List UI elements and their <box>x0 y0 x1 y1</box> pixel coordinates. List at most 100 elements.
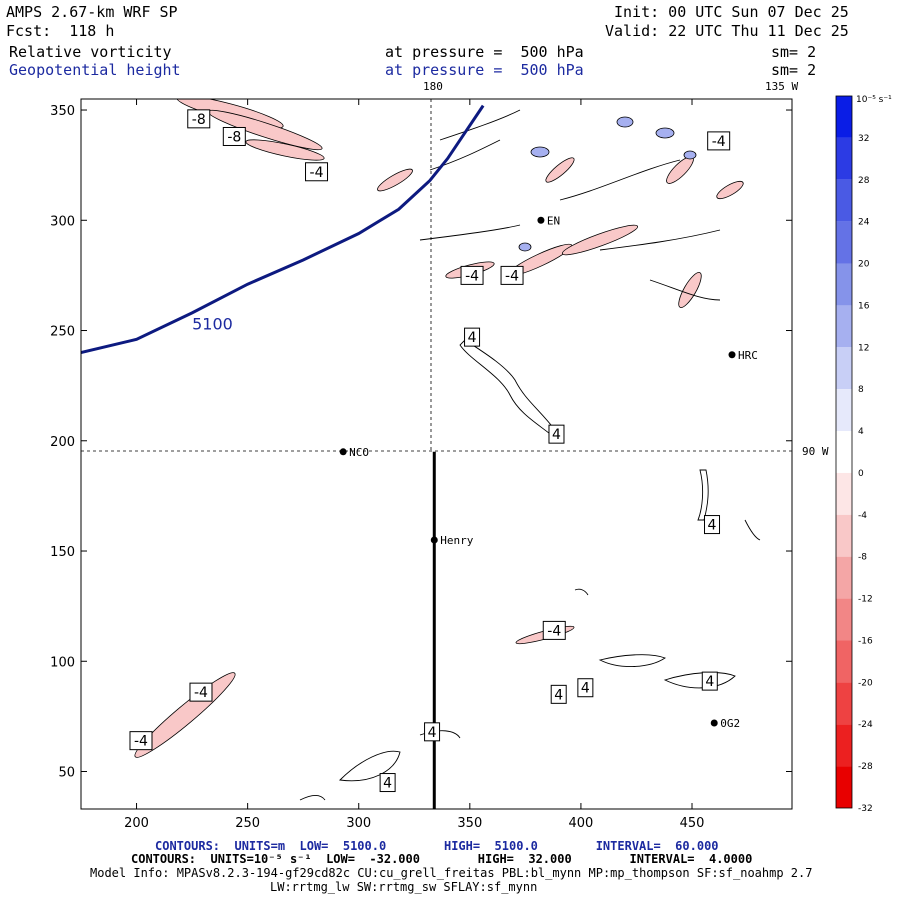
y-tick-label: 100 <box>50 655 75 670</box>
colorbar-tick-label: -20 <box>858 678 873 688</box>
height-contour-label: 5100 <box>192 314 233 333</box>
plot-frame <box>80 98 793 810</box>
station-label: HRC <box>738 349 758 362</box>
x-tick-label: 450 <box>680 816 705 831</box>
x-tick-label: 400 <box>569 816 594 831</box>
station-label: Henry <box>440 534 473 547</box>
contour-label: 4 <box>383 776 392 792</box>
x-tick-label: 300 <box>346 816 371 831</box>
contour-label: 4 <box>708 518 717 534</box>
y-tick-label: 350 <box>50 104 75 119</box>
positive-vorticity-decor <box>518 116 697 252</box>
contour-label-box <box>187 109 211 129</box>
station-label: 0G2 <box>720 717 740 730</box>
contour-label-box <box>542 620 566 640</box>
colorbar-segment <box>836 472 852 515</box>
colorbar-segment <box>836 347 852 390</box>
contour-label-box <box>424 722 441 742</box>
field2-level: at pressure = 500 hPa <box>385 61 584 79</box>
colorbar-tick-label: -16 <box>858 636 873 646</box>
station-marker <box>430 536 438 544</box>
colorbar-frame <box>835 95 853 809</box>
colorbar-segment <box>836 682 852 725</box>
field2-name: Geopotential height <box>9 61 181 79</box>
contour-label-box <box>379 773 396 793</box>
contour-label-box <box>129 731 153 751</box>
footer-model-info: Model Info: MPASv8.2.3-194-gf29cd82c CU:… <box>90 866 813 880</box>
height-contour-group: 5100 <box>81 104 485 355</box>
station-label: EN <box>547 214 560 227</box>
colorbar-tick-label: 0 <box>858 469 864 479</box>
colorbar-segment <box>836 96 852 138</box>
colorbar-tick-label: -24 <box>858 720 873 730</box>
contour-label: 4 <box>552 427 561 443</box>
contour-label: 4 <box>468 330 477 346</box>
valid-time: Valid: 22 UTC Thu 11 Dec 25 <box>605 22 849 40</box>
colorbar-tick-label: 20 <box>858 260 870 270</box>
contour-label: -4 <box>712 134 726 150</box>
colorbar-segment <box>836 221 852 264</box>
x-tick-label: 350 <box>457 816 482 831</box>
contour-label: -4 <box>310 165 324 181</box>
field1-name: Relative vorticity <box>9 43 172 61</box>
colorbar-segment <box>836 137 852 180</box>
model-title: AMPS 2.67-km WRF SP <box>6 3 178 21</box>
contour-label-box <box>577 678 594 698</box>
field1-smooth: sm= 2 <box>771 43 817 61</box>
colorbar-tick-label: -8 <box>858 553 867 563</box>
colorbar-segment <box>836 389 852 432</box>
init-time: Init: 00 UTC Sun 07 Dec 25 <box>614 3 849 21</box>
station-marker <box>728 351 736 359</box>
x-tick-label: 250 <box>235 816 260 831</box>
contour-label-box <box>222 126 246 146</box>
contour-label-box <box>189 682 213 702</box>
colorbar-tick-label: -32 <box>858 804 873 814</box>
contour-label: -4 <box>134 734 148 750</box>
axes-group: 200 250 300 350 400 450 50 100 150 200 250 300 350 <box>50 99 792 831</box>
colorbar-segment <box>836 640 852 683</box>
contour-label: 4 <box>705 674 714 690</box>
colorbar-segment <box>836 179 852 222</box>
forecast-hour: Fcst: 118 h <box>6 22 115 40</box>
colorbar-tick-label: -4 <box>858 511 867 521</box>
contour-label: 4 <box>554 687 563 703</box>
contour-label: -8 <box>192 112 206 128</box>
height-contour-5100 <box>81 104 485 355</box>
contour-field: 5100 NCO Henry HRC 0G2 EN -8 -8 -4 -4 -4 -4 4 4 4 -4 4… <box>81 99 792 809</box>
colorbar-tick-label: 16 <box>858 301 870 311</box>
contour-label-box <box>464 327 481 347</box>
contour-label-box <box>701 671 718 691</box>
y-tick-label: 50 <box>58 766 75 781</box>
contour-label-box <box>704 515 721 535</box>
lon-135w-label: 135 W <box>765 80 799 93</box>
y-tick-label: 300 <box>50 214 75 229</box>
footer-height-contours: CONTOURS: UNITS=m LOW= 5100.0 HIGH= 5100… <box>155 839 719 853</box>
contour-label: -8 <box>227 129 241 145</box>
contour-label-box <box>550 684 567 704</box>
contour-label-box <box>305 162 329 182</box>
y-tick-label: 250 <box>50 325 75 340</box>
colorbar-segment <box>836 724 852 767</box>
contour-label-box <box>500 265 524 285</box>
colorbar-group: 32 28 24 20 16 12 8 4 0 -4 -8 -12 -16 -20 -24 -28 -32 10⁻… <box>835 95 892 814</box>
contour-label: -4 <box>547 623 561 639</box>
contour-label: -4 <box>465 268 479 284</box>
contour-label-box <box>460 265 484 285</box>
vorticity-labels-group: -8 -8 -4 -4 -4 -4 4 4 4 -4 4 4 4 -4 -4 4 4 <box>129 109 731 793</box>
footer-physics-info: LW:rrtmg_lw SW:rrtmg_sw SFLAY:sf_mynn <box>270 880 538 894</box>
contour-label: 4 <box>428 725 437 741</box>
colorbar-segment <box>836 305 852 348</box>
colorbar-segment <box>836 514 852 557</box>
colorbar-segment <box>836 766 852 808</box>
contour-label-box <box>548 424 565 444</box>
colorbar-segment <box>836 263 852 306</box>
contour-label: -4 <box>505 268 519 284</box>
station-marker <box>537 216 545 224</box>
colorbar-tick-label: -28 <box>858 762 873 772</box>
lon-180-label: 180 <box>423 80 443 93</box>
contour-label: 4 <box>581 681 590 697</box>
colorbar-tick-label: -12 <box>858 595 873 605</box>
station-marker <box>710 719 718 727</box>
colorbar-tick-label: 8 <box>858 385 864 395</box>
